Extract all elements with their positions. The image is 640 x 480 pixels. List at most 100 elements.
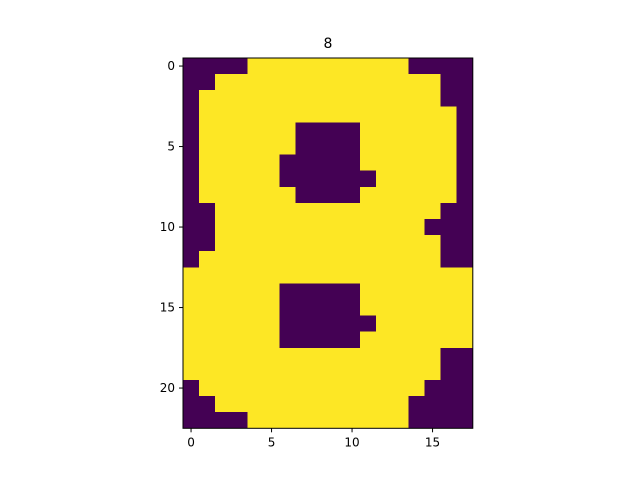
heatmap-cell bbox=[327, 186, 345, 204]
heatmap-cell bbox=[344, 106, 361, 123]
heatmap-cell bbox=[327, 122, 345, 139]
heatmap-cell bbox=[231, 380, 248, 397]
heatmap-cell bbox=[408, 58, 425, 75]
heatmap-cell bbox=[344, 90, 361, 107]
heatmap-cell bbox=[440, 331, 458, 349]
heatmap-cell bbox=[215, 90, 232, 107]
heatmap-cell bbox=[247, 74, 264, 91]
heatmap-cell bbox=[295, 170, 313, 188]
heatmap-cell bbox=[199, 202, 216, 220]
heatmap-cell bbox=[295, 186, 313, 204]
heatmap-cell bbox=[376, 219, 393, 236]
heatmap-cell bbox=[440, 186, 458, 204]
heatmap-cell bbox=[199, 315, 216, 333]
heatmap-cell bbox=[295, 235, 313, 252]
heatmap-cell bbox=[440, 90, 458, 107]
heatmap-cell bbox=[456, 331, 474, 349]
heatmap-cell bbox=[424, 202, 441, 220]
heatmap-cell bbox=[424, 283, 441, 300]
heatmap-cell bbox=[215, 380, 232, 397]
heatmap-cell bbox=[327, 219, 345, 236]
heatmap-cell bbox=[456, 251, 474, 268]
heatmap-cell bbox=[408, 154, 425, 172]
heatmap-cell bbox=[183, 363, 200, 381]
heatmap-cell bbox=[392, 299, 409, 316]
y-axis: 0 5 10 15 20 bbox=[160, 59, 183, 395]
heatmap-cell bbox=[247, 251, 264, 268]
heatmap-cell bbox=[215, 58, 232, 75]
heatmap-cell bbox=[376, 170, 393, 188]
heatmap-cell bbox=[440, 138, 458, 155]
heatmap-cell bbox=[392, 283, 409, 300]
heatmap-cell bbox=[440, 170, 458, 188]
heatmap-cell bbox=[215, 412, 232, 429]
heatmap-cell bbox=[408, 299, 425, 316]
heatmap-cell bbox=[183, 186, 200, 204]
heatmap-cell bbox=[327, 315, 345, 333]
heatmap-cell bbox=[263, 74, 280, 91]
heatmap-cell bbox=[247, 235, 264, 252]
heatmap-cell bbox=[376, 251, 393, 268]
heatmap-cell bbox=[215, 138, 232, 155]
heatmap-cell bbox=[295, 202, 313, 220]
heatmap-cell bbox=[279, 219, 297, 236]
heatmap-cell bbox=[183, 170, 200, 188]
heatmap-cell bbox=[376, 363, 393, 381]
y-tick-label: 15 bbox=[160, 301, 175, 315]
heatmap-cell bbox=[199, 106, 216, 123]
heatmap-cell bbox=[311, 315, 329, 333]
heatmap-cell bbox=[456, 74, 474, 91]
heatmap-cell bbox=[456, 396, 474, 413]
heatmap-cell bbox=[295, 396, 313, 413]
heatmap-cell bbox=[392, 58, 409, 75]
heatmap-cell bbox=[215, 299, 232, 316]
heatmap-cell bbox=[408, 235, 425, 252]
heatmap-cell bbox=[199, 138, 216, 155]
heatmap-cell bbox=[311, 202, 329, 220]
heatmap-cell bbox=[344, 74, 361, 91]
heatmap-cell bbox=[456, 219, 474, 236]
heatmap-cell bbox=[183, 138, 200, 155]
heatmap-cell bbox=[279, 380, 297, 397]
heatmap-cell bbox=[263, 363, 280, 381]
heatmap-cell bbox=[263, 396, 280, 413]
heatmap-cell bbox=[279, 186, 297, 204]
heatmap-cell bbox=[408, 412, 425, 429]
heatmap-cell bbox=[360, 315, 377, 333]
heatmap-cell bbox=[327, 299, 345, 316]
heatmap-cell bbox=[456, 154, 474, 172]
heatmap-cell bbox=[263, 251, 280, 268]
heatmap-cell bbox=[247, 170, 264, 188]
heatmap-cell bbox=[360, 363, 377, 381]
heatmap-cell bbox=[408, 331, 425, 349]
heatmap-cell bbox=[183, 74, 200, 91]
heatmap-cell bbox=[199, 283, 216, 300]
heatmap-cell bbox=[424, 396, 441, 413]
heatmap-cell bbox=[183, 412, 200, 429]
heatmap-cell bbox=[231, 170, 248, 188]
heatmap-cell bbox=[247, 396, 264, 413]
heatmap-cell bbox=[376, 90, 393, 107]
heatmap-cell bbox=[279, 283, 297, 300]
heatmap-cell bbox=[311, 412, 329, 429]
heatmap-cell bbox=[344, 396, 361, 413]
heatmap-cell bbox=[279, 170, 297, 188]
heatmap-cell bbox=[376, 138, 393, 155]
heatmap-cell bbox=[231, 90, 248, 107]
heatmap-cell bbox=[231, 363, 248, 381]
heatmap-cell bbox=[424, 170, 441, 188]
heatmap-cell bbox=[247, 219, 264, 236]
heatmap-cell bbox=[360, 283, 377, 300]
heatmap-cell bbox=[247, 380, 264, 397]
heatmap-cell bbox=[215, 347, 232, 365]
heatmap-cell bbox=[408, 74, 425, 91]
heatmap-cell bbox=[199, 299, 216, 316]
heatmap-cell bbox=[311, 106, 329, 123]
y-tick-label: 20 bbox=[160, 381, 175, 395]
heatmap-cell bbox=[344, 122, 361, 139]
heatmap-cell bbox=[247, 58, 264, 75]
heatmap-cell bbox=[440, 122, 458, 139]
heatmap-cell bbox=[183, 396, 200, 413]
heatmap-cell bbox=[311, 74, 329, 91]
